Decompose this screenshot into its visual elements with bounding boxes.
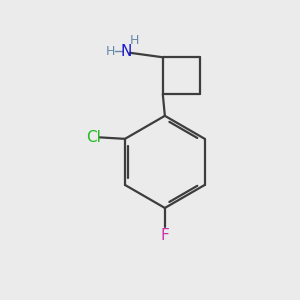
Text: F: F xyxy=(160,228,169,243)
Text: N: N xyxy=(121,44,132,59)
Text: H: H xyxy=(130,34,140,46)
Text: H: H xyxy=(106,45,115,58)
Text: Cl: Cl xyxy=(86,130,101,145)
